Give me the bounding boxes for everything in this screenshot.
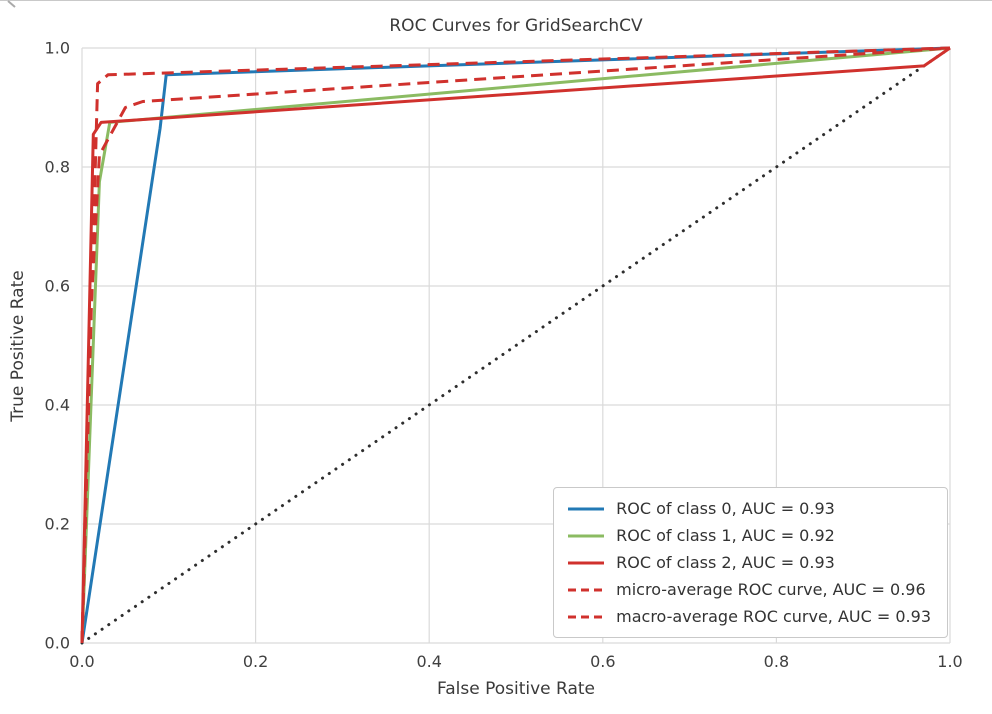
y-axis-tick-labels: 0.0 0.2 0.4 0.6 0.8 1.0 xyxy=(45,39,70,653)
crop-artifact-mark xyxy=(7,0,16,8)
legend-item-roc-class-2: ROC of class 2, AUC = 0.93 xyxy=(566,553,931,572)
legend-line-sample-icon xyxy=(568,615,605,618)
legend-line-sample-icon xyxy=(568,534,605,537)
x-tick-label: 1.0 xyxy=(937,652,962,671)
legend-item-macro-average: macro-average ROC curve, AUC = 0.93 xyxy=(566,607,931,626)
x-tick-label: 0.2 xyxy=(243,652,268,671)
series-line-roc-class-1 xyxy=(80,46,951,644)
legend-label: ROC of class 0, AUC = 0.93 xyxy=(616,499,835,518)
chart-title: ROC Curves for GridSearchCV xyxy=(389,16,643,36)
gridlines xyxy=(81,47,951,644)
legend-label: ROC of class 1, AUC = 0.92 xyxy=(616,526,835,545)
y-tick-label: 0.2 xyxy=(45,515,70,534)
legend-item-roc-class-1: ROC of class 1, AUC = 0.92 xyxy=(566,526,931,545)
x-axis-label: False Positive Rate xyxy=(437,679,595,699)
y-tick-label: 0.6 xyxy=(45,277,70,296)
legend-line-sample-icon xyxy=(568,561,605,564)
series-line-roc-class-2 xyxy=(80,46,951,644)
x-tick-label: 0.4 xyxy=(416,652,441,671)
legend-line-sample-icon xyxy=(568,588,605,591)
y-tick-label: 0.4 xyxy=(45,396,70,415)
y-tick-label: 0.8 xyxy=(45,158,70,177)
y-tick-label: 1.0 xyxy=(45,39,70,58)
legend: ROC of class 0, AUC = 0.93 ROC of class … xyxy=(553,487,948,638)
y-tick-label: 0.0 xyxy=(45,634,70,653)
x-tick-label: 0.0 xyxy=(69,652,94,671)
legend-line-sample-icon xyxy=(568,507,605,510)
legend-label: ROC of class 2, AUC = 0.93 xyxy=(616,553,835,572)
legend-label: micro-average ROC curve, AUC = 0.96 xyxy=(616,580,926,599)
x-axis-tick-labels: 0.0 0.2 0.4 0.6 0.8 1.0 xyxy=(69,652,962,671)
legend-label: macro-average ROC curve, AUC = 0.93 xyxy=(616,607,931,626)
series-line-micro-average xyxy=(80,46,951,644)
legend-item-micro-average: micro-average ROC curve, AUC = 0.96 xyxy=(566,580,931,599)
series-line-chance-diagonal xyxy=(80,46,952,645)
series-lines xyxy=(80,46,952,645)
x-tick-label: 0.6 xyxy=(590,652,615,671)
y-axis-label: True Positive Rate xyxy=(8,270,28,422)
x-tick-label: 0.8 xyxy=(764,652,789,671)
legend-item-roc-class-0: ROC of class 0, AUC = 0.93 xyxy=(566,499,931,518)
series-line-macro-average xyxy=(80,46,951,644)
